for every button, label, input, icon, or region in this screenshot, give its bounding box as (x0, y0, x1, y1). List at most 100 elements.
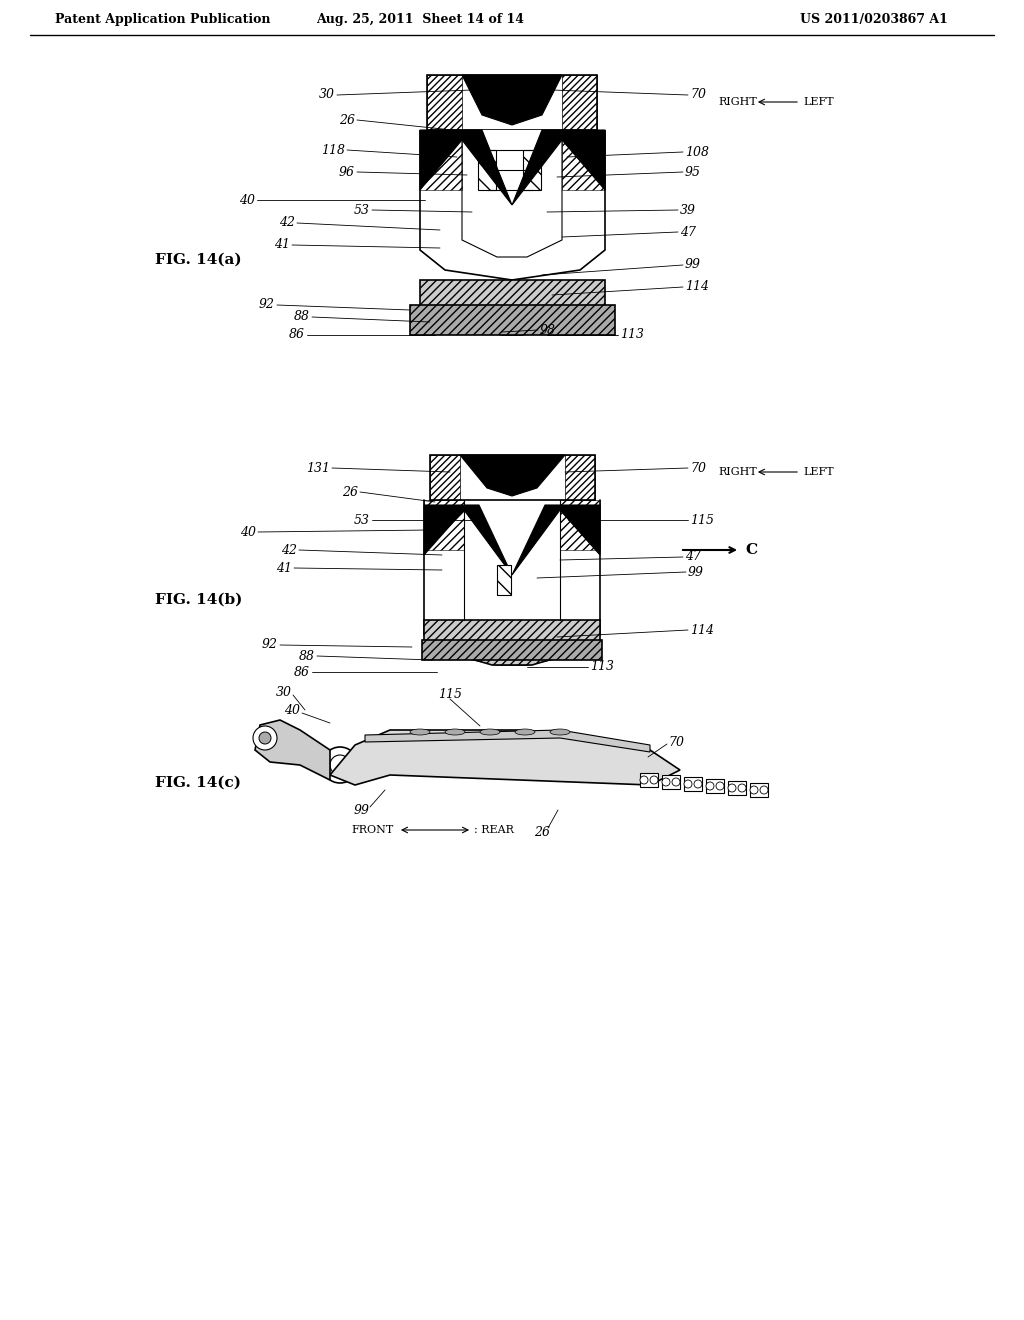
Circle shape (738, 784, 746, 792)
Text: 53: 53 (354, 203, 370, 216)
Ellipse shape (515, 729, 535, 735)
Bar (684, 777, 702, 791)
Text: 88: 88 (294, 310, 310, 323)
Text: 70: 70 (690, 88, 706, 102)
Text: 39: 39 (680, 203, 696, 216)
Text: US 2011/0203867 A1: US 2011/0203867 A1 (800, 13, 948, 26)
Text: 114: 114 (690, 623, 714, 636)
Text: 86: 86 (294, 665, 310, 678)
Polygon shape (422, 640, 602, 660)
Text: FIG. 14(b): FIG. 14(b) (155, 593, 243, 607)
Text: 41: 41 (274, 239, 290, 252)
Text: 26: 26 (534, 825, 550, 838)
Polygon shape (512, 506, 600, 576)
Text: 40: 40 (284, 704, 300, 717)
Text: Aug. 25, 2011  Sheet 14 of 14: Aug. 25, 2011 Sheet 14 of 14 (316, 13, 524, 26)
Text: 42: 42 (279, 216, 295, 230)
Circle shape (760, 785, 768, 795)
Text: 86: 86 (289, 329, 305, 342)
Text: 47: 47 (680, 226, 696, 239)
Circle shape (728, 784, 736, 792)
Text: 53: 53 (354, 513, 370, 527)
Text: 114: 114 (685, 281, 709, 293)
Text: 99: 99 (685, 259, 701, 272)
Text: 115: 115 (690, 513, 714, 527)
Text: 96: 96 (339, 165, 355, 178)
Text: 113: 113 (590, 660, 614, 673)
Polygon shape (523, 150, 541, 190)
Polygon shape (424, 620, 600, 665)
Text: 70: 70 (690, 462, 706, 474)
Text: 88: 88 (299, 649, 315, 663)
Text: 26: 26 (342, 486, 358, 499)
Bar (728, 781, 746, 795)
Bar (640, 774, 658, 787)
Text: 41: 41 (276, 561, 292, 574)
Circle shape (684, 780, 692, 788)
Text: 99: 99 (688, 565, 705, 578)
Polygon shape (462, 129, 562, 257)
Polygon shape (365, 730, 650, 752)
Circle shape (330, 755, 350, 775)
Ellipse shape (480, 729, 500, 735)
Bar (662, 775, 680, 789)
Circle shape (253, 726, 278, 750)
Text: 26: 26 (339, 114, 355, 127)
Polygon shape (420, 280, 605, 335)
Text: 99: 99 (354, 804, 370, 817)
Circle shape (662, 777, 670, 785)
Text: 131: 131 (306, 462, 330, 474)
Text: LEFT: LEFT (803, 467, 834, 477)
Text: 92: 92 (259, 298, 275, 312)
Text: LEFT: LEFT (803, 96, 834, 107)
Polygon shape (462, 75, 562, 125)
Ellipse shape (410, 729, 430, 735)
Circle shape (672, 777, 680, 785)
Circle shape (750, 785, 758, 795)
Circle shape (650, 776, 658, 784)
Circle shape (716, 781, 724, 789)
Polygon shape (478, 150, 496, 190)
Text: 98: 98 (540, 323, 556, 337)
Text: 118: 118 (321, 144, 345, 157)
Circle shape (259, 733, 271, 744)
Text: 30: 30 (276, 685, 292, 698)
Polygon shape (427, 75, 597, 129)
Text: RIGHT: RIGHT (718, 467, 757, 477)
Polygon shape (410, 305, 615, 335)
Circle shape (706, 781, 714, 789)
Polygon shape (255, 719, 330, 780)
Text: : REAR: : REAR (474, 825, 514, 836)
Text: 92: 92 (262, 639, 278, 652)
Circle shape (694, 780, 702, 788)
Text: FRONT: FRONT (352, 825, 394, 836)
Text: Patent Application Publication: Patent Application Publication (55, 13, 270, 26)
Text: 47: 47 (685, 550, 701, 564)
Text: 113: 113 (620, 329, 644, 342)
Circle shape (322, 747, 358, 783)
Text: C: C (745, 543, 757, 557)
Text: 40: 40 (240, 525, 256, 539)
Polygon shape (424, 506, 512, 576)
Polygon shape (420, 129, 512, 205)
Polygon shape (330, 730, 680, 785)
Bar (706, 779, 724, 793)
Circle shape (640, 776, 648, 784)
Text: 108: 108 (685, 145, 709, 158)
Text: FIG. 14(a): FIG. 14(a) (155, 253, 242, 267)
Ellipse shape (550, 729, 570, 735)
Polygon shape (512, 129, 605, 205)
Text: 95: 95 (685, 165, 701, 178)
Polygon shape (497, 565, 511, 595)
Text: 70: 70 (668, 735, 684, 748)
Ellipse shape (445, 729, 465, 735)
Text: 30: 30 (319, 88, 335, 102)
Polygon shape (430, 455, 595, 500)
Text: 40: 40 (239, 194, 255, 206)
Text: RIGHT: RIGHT (718, 96, 757, 107)
Text: FIG. 14(c): FIG. 14(c) (155, 776, 241, 789)
Polygon shape (460, 455, 565, 496)
Text: 115: 115 (438, 689, 462, 701)
Text: 42: 42 (281, 544, 297, 557)
Bar (750, 783, 768, 797)
